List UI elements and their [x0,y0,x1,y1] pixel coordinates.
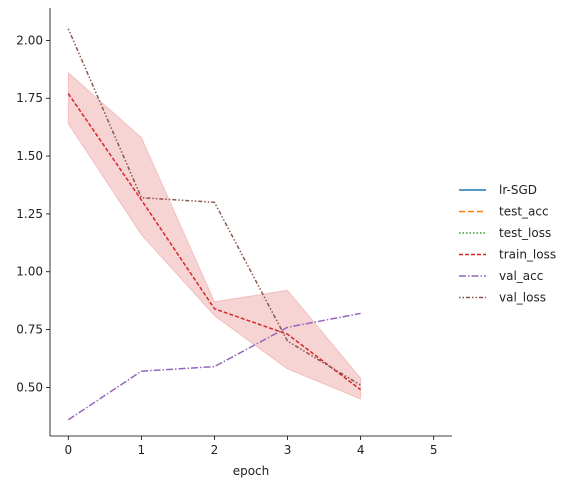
y-tick-label: 2.00 [16,33,43,47]
x-tick-label: 3 [284,443,292,457]
y-tick-label: 0.50 [16,380,43,394]
legend-label-val_loss: val_loss [499,291,546,305]
y-ticks: 0.50 0.75 1.00 1.25 1.50 1.75 2.00 [16,33,50,394]
y-tick-label: 1.25 [16,207,43,221]
train_loss-line [67,93,362,391]
x-tick-label: 1 [138,443,146,457]
legend-label-test_acc: test_acc [499,205,549,219]
legend-label-val_acc: val_acc [499,269,543,283]
x-ticks: 0 1 2 3 4 5 [64,436,438,457]
x-axis-label: epoch [233,464,270,478]
val_loss-line [67,28,361,386]
x-tick-label: 5 [430,443,438,457]
y-tick-label: 1.75 [16,91,43,105]
series-line-layer [67,28,362,421]
x-tick-label: 0 [64,443,72,457]
val_acc-line [67,312,361,421]
x-tick-label: 4 [357,443,365,457]
y-tick-label: 1.00 [16,265,43,279]
legend-label-train_loss: train_loss [499,248,556,262]
y-tick-label: 0.75 [16,323,43,337]
legend-label-test_loss: test_loss [499,226,551,240]
train_loss-band [67,71,362,400]
legend: lr-SGD test_acc test_loss train_loss val_acc… [459,183,556,305]
confidence-band-layer [67,71,362,400]
legend-label-lr-SGD: lr-SGD [499,183,537,197]
x-tick-label: 2 [211,443,219,457]
y-tick-label: 1.50 [16,149,43,163]
